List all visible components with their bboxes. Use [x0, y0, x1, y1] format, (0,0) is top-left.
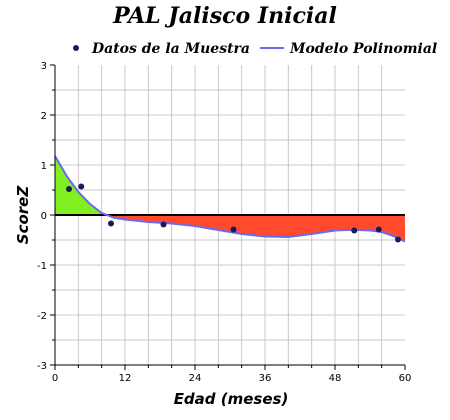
y-tick-label: -2: [37, 311, 47, 322]
y-tick-label: -1: [37, 261, 47, 272]
legend-label-modelo: Modelo Polinomial: [289, 41, 437, 57]
y-tick-label: 2: [41, 111, 47, 122]
y-tick-label: -3: [37, 361, 47, 372]
data-point: [160, 221, 167, 228]
data-point: [395, 236, 401, 243]
x-tick-label: 36: [259, 373, 272, 384]
y-axis-label: ScoreZ: [14, 185, 32, 245]
chart-title: PAL Jalisco Inicial: [112, 3, 337, 29]
legend: Datos de la Muestra Modelo Polinomial: [73, 41, 437, 57]
data-point: [66, 186, 72, 192]
legend-marker-datos: [73, 45, 79, 51]
x-tick-label: 12: [119, 373, 132, 384]
y-tick-label: 1: [41, 161, 47, 172]
x-tick-label: 0: [52, 373, 58, 384]
data-point: [108, 220, 114, 227]
series-line-modelo-polinomial: [54, 155, 406, 243]
x-tick-label: 24: [189, 373, 202, 384]
data-point: [78, 183, 85, 190]
data-point: [351, 227, 358, 234]
y-tick-label: 0: [41, 211, 47, 222]
positive-area: [55, 156, 107, 215]
y-tick-label: 3: [41, 61, 47, 72]
negative-area: [106, 215, 405, 242]
x-axis-label: Edad (meses): [174, 390, 289, 408]
data-point: [230, 226, 237, 233]
x-tick-label: 48: [329, 373, 342, 384]
x-tick-label: 60: [399, 373, 412, 384]
data-point: [375, 226, 382, 233]
legend-label-datos: Datos de la Muestra: [91, 41, 250, 57]
